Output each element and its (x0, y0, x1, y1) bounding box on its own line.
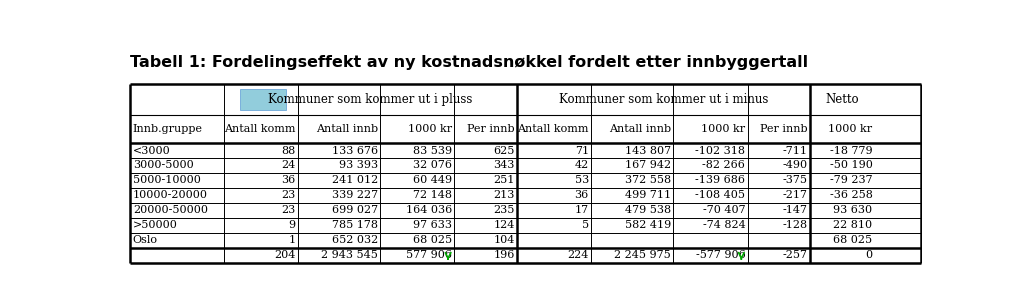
Text: 93 393: 93 393 (339, 161, 378, 170)
Text: -108 405: -108 405 (695, 190, 745, 201)
Text: Antall komm: Antall komm (224, 124, 296, 134)
Text: 60 449: 60 449 (413, 176, 452, 185)
Text: -139 686: -139 686 (695, 176, 745, 185)
Text: 10000-20000: 10000-20000 (133, 190, 208, 201)
Text: Antall innb: Antall innb (609, 124, 671, 134)
Text: -36 258: -36 258 (829, 190, 872, 201)
Text: 2 943 545: 2 943 545 (321, 250, 378, 260)
Text: Kommuner som kommer ut i minus: Kommuner som kommer ut i minus (559, 93, 768, 106)
Text: 372 558: 372 558 (625, 176, 671, 185)
Text: 499 711: 499 711 (625, 190, 671, 201)
Text: 625: 625 (494, 145, 514, 156)
Text: 577 906: 577 906 (407, 250, 452, 260)
Text: 71: 71 (574, 145, 589, 156)
Text: 88: 88 (282, 145, 296, 156)
Text: 20000-50000: 20000-50000 (133, 205, 208, 215)
Text: 1: 1 (289, 235, 296, 246)
Text: -50 190: -50 190 (829, 161, 872, 170)
Text: 72 148: 72 148 (413, 190, 452, 201)
Text: 22 810: 22 810 (834, 221, 872, 230)
Text: -257: -257 (782, 250, 808, 260)
Text: 104: 104 (494, 235, 514, 246)
Text: Innb.gruppe: Innb.gruppe (133, 124, 203, 134)
Text: Antall komm: Antall komm (517, 124, 589, 134)
Text: -147: -147 (782, 205, 808, 215)
Text: 5000-10000: 5000-10000 (133, 176, 201, 185)
Text: 785 178: 785 178 (332, 221, 378, 230)
Text: -711: -711 (782, 145, 808, 156)
Text: 124: 124 (494, 221, 514, 230)
Text: 5: 5 (582, 221, 589, 230)
Bar (130, 84, 921, 263)
Text: 17: 17 (574, 205, 589, 215)
Text: Per innb: Per innb (760, 124, 808, 134)
Text: -79 237: -79 237 (830, 176, 872, 185)
Text: -577 906: -577 906 (695, 250, 745, 260)
Text: 53: 53 (574, 176, 589, 185)
Text: -128: -128 (782, 221, 808, 230)
Text: 1000 kr: 1000 kr (701, 124, 745, 134)
Text: 2 245 975: 2 245 975 (614, 250, 671, 260)
Text: -217: -217 (782, 190, 808, 201)
Text: 1000 kr: 1000 kr (828, 124, 872, 134)
Text: -18 779: -18 779 (830, 145, 872, 156)
Text: 339 227: 339 227 (332, 190, 378, 201)
Text: Kommuner som kommer ut i pluss: Kommuner som kommer ut i pluss (268, 93, 472, 106)
Text: -102 318: -102 318 (695, 145, 745, 156)
Text: Antall innb: Antall innb (315, 124, 378, 134)
Text: -82 266: -82 266 (702, 161, 745, 170)
Text: 652 032: 652 032 (332, 235, 378, 246)
Text: 1000 kr: 1000 kr (408, 124, 452, 134)
Text: 213: 213 (494, 190, 514, 201)
Bar (240, 89, 286, 110)
Text: 143 807: 143 807 (625, 145, 671, 156)
Text: 23: 23 (282, 205, 296, 215)
Text: 23: 23 (282, 190, 296, 201)
Text: Oslo: Oslo (133, 235, 158, 246)
Text: 582 419: 582 419 (625, 221, 671, 230)
Text: <3000: <3000 (133, 145, 171, 156)
Text: 699 027: 699 027 (332, 205, 378, 215)
Text: 97 633: 97 633 (413, 221, 452, 230)
Text: 32 076: 32 076 (413, 161, 452, 170)
Text: >50000: >50000 (133, 221, 177, 230)
Text: 9: 9 (289, 221, 296, 230)
Text: 36: 36 (282, 176, 296, 185)
Text: 251: 251 (494, 176, 514, 185)
Text: 68 025: 68 025 (834, 235, 872, 246)
Text: 479 538: 479 538 (625, 205, 671, 215)
Text: 167 942: 167 942 (625, 161, 671, 170)
Text: 68 025: 68 025 (413, 235, 452, 246)
Text: 93 630: 93 630 (834, 205, 872, 215)
Text: 241 012: 241 012 (332, 176, 378, 185)
Text: 343: 343 (494, 161, 514, 170)
Text: Netto: Netto (825, 93, 859, 106)
Text: 224: 224 (567, 250, 589, 260)
Text: -375: -375 (782, 176, 808, 185)
Text: 164 036: 164 036 (406, 205, 452, 215)
Text: 235: 235 (494, 205, 514, 215)
Text: 204: 204 (274, 250, 296, 260)
Text: 42: 42 (574, 161, 589, 170)
Text: 24: 24 (282, 161, 296, 170)
Text: 0: 0 (865, 250, 872, 260)
Text: 133 676: 133 676 (332, 145, 378, 156)
Text: 36: 36 (574, 190, 589, 201)
Text: Tabell 1: Fordelingseffekt av ny kostnadsnøkkel fordelt etter innbyggertall: Tabell 1: Fordelingseffekt av ny kostnad… (130, 55, 809, 70)
Text: 3000-5000: 3000-5000 (133, 161, 194, 170)
Text: -70 407: -70 407 (702, 205, 745, 215)
Text: -490: -490 (782, 161, 808, 170)
Text: 83 539: 83 539 (413, 145, 452, 156)
Text: 196: 196 (494, 250, 514, 260)
Text: -74 824: -74 824 (702, 221, 745, 230)
Text: Per innb: Per innb (467, 124, 514, 134)
